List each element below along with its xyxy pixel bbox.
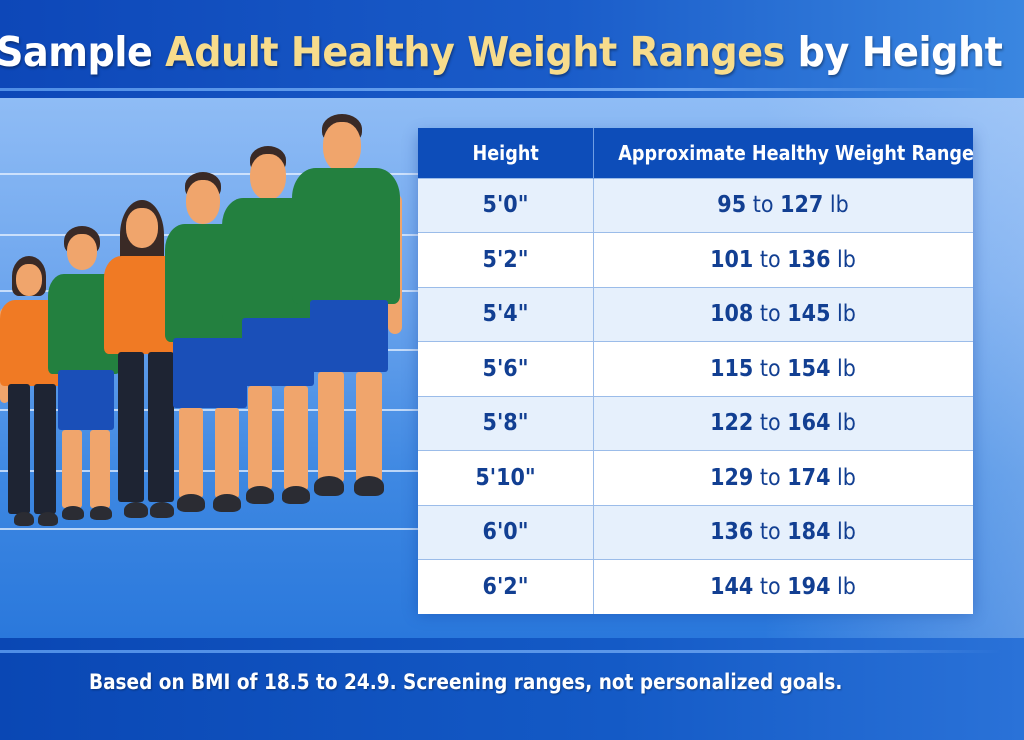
table-row: 5'0" 95 to 127 lb	[418, 177, 973, 233]
weight-range-cell: 136 to 184 lb	[593, 504, 973, 560]
height-cell: 5'0"	[418, 177, 594, 233]
column-header-height: Height	[418, 128, 594, 178]
footer-divider	[0, 650, 1000, 653]
table-row: 6'0" 136 to 184 lb	[418, 504, 973, 560]
title-highlight: Adult Healthy Weight Ranges	[165, 28, 785, 76]
header-divider	[0, 88, 985, 91]
table-row: 6'2" 144 to 194 lb	[418, 559, 973, 614]
weight-range-cell: 129 to 174 lb	[593, 450, 973, 505]
person-figure	[292, 114, 404, 509]
height-cell: 5'4"	[418, 286, 594, 342]
height-gridline	[0, 409, 420, 411]
height-cell: 6'0"	[418, 504, 594, 560]
table-row: 5'8" 122 to 164 lb	[418, 395, 973, 451]
title-prefix: Sample	[0, 28, 166, 76]
header-banner: Sample Adult Healthy Weight Ranges by He…	[0, 0, 1024, 98]
page-title: Sample Adult Healthy Weight Ranges by He…	[0, 28, 1003, 76]
weight-range-cell: 95 to 127 lb	[593, 177, 973, 233]
table-row: 5'2" 101 to 136 lb	[418, 232, 973, 287]
height-cell: 5'6"	[418, 341, 594, 396]
person-figure	[222, 146, 322, 516]
height-gridline	[0, 470, 420, 472]
height-cell: 6'2"	[418, 559, 594, 614]
weight-range-cell: 108 to 145 lb	[593, 286, 973, 342]
weight-range-cell: 144 to 194 lb	[593, 559, 973, 614]
height-cell: 5'10"	[418, 450, 594, 505]
bmi-footnote: Based on BMI of 18.5 to 24.9. Screening …	[89, 670, 843, 694]
weight-range-cell: 101 to 136 lb	[593, 232, 973, 287]
table-row: 5'10" 129 to 174 lb	[418, 450, 973, 505]
weight-range-cell: 115 to 154 lb	[593, 341, 973, 396]
table-row: 5'6" 115 to 154 lb	[418, 341, 973, 396]
column-header-weight-range: Approximate Healthy Weight Range	[593, 128, 973, 178]
footer-banner: Based on BMI of 18.5 to 24.9. Screening …	[0, 638, 1024, 740]
height-cell: 5'2"	[418, 232, 594, 287]
height-gridline	[0, 528, 420, 530]
weight-range-table: Height Approximate Healthy Weight Range …	[418, 128, 973, 614]
title-suffix: by Height	[784, 28, 1003, 76]
table-row: 5'4" 108 to 145 lb	[418, 286, 973, 342]
table-header-row: Height Approximate Healthy Weight Range	[418, 128, 973, 178]
people-illustration	[0, 98, 420, 538]
weight-range-cell: 122 to 164 lb	[593, 395, 973, 451]
height-cell: 5'8"	[418, 395, 594, 451]
